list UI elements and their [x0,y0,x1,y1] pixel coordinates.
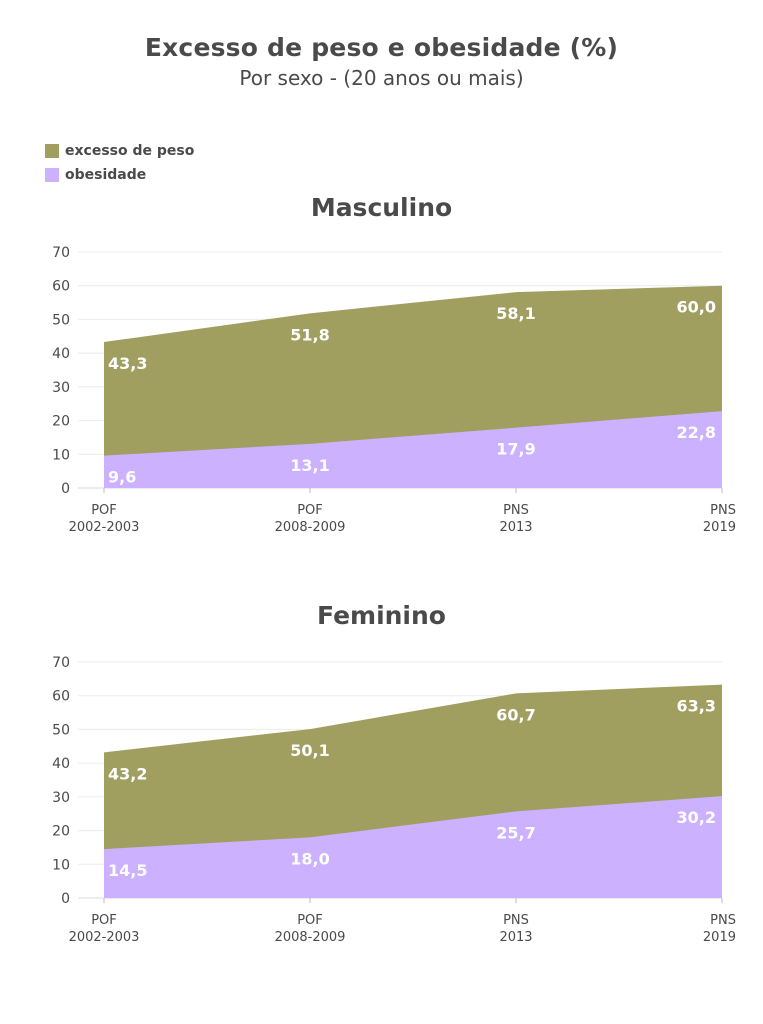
y-tick-label: 0 [61,481,70,497]
y-tick-label: 40 [52,756,70,772]
legend-item-obesidade: obesidade [45,163,194,187]
y-tick-label: 30 [52,790,70,806]
x-tick-label: 2013 [499,930,532,945]
y-tick-label: 30 [52,380,70,396]
data-label: 25,7 [496,823,535,842]
data-label: 43,2 [108,764,147,783]
x-tick-label: 2002-2003 [69,520,140,535]
panel-title-feminino: Feminino [317,601,446,630]
legend-label-excesso: excesso de peso [65,143,195,159]
chart-title: Excesso de peso e obesidade (%) [144,33,619,62]
y-tick-label: 10 [52,857,70,873]
x-tick-label: 2019 [703,930,736,945]
y-tick-label: 60 [52,689,70,705]
chart-svg-feminino: 0 10 20 30 40 50 60 70 43,2 50,1 60,7 63,3 14,5 18,0 2… [52,655,736,945]
chart-subtitle: Por sexo - (20 anos ou mais) [239,66,524,90]
data-label: 43,3 [108,354,147,373]
data-label: 9,6 [108,468,136,487]
x-tick-label: POF [91,503,117,518]
y-tick-label: 70 [52,655,70,671]
data-label: 17,9 [496,440,535,459]
legend: excesso de peso obesidade [45,139,194,187]
data-label: 63,3 [677,697,716,716]
x-tick-label: POF [297,913,323,928]
legend-item-excesso: excesso de peso [45,139,194,163]
area-obesidade-feminino [104,796,722,898]
chart-masculino: 0 10 20 30 40 50 60 70 43,3 51,8 58,1 60,0 9,6 13,1 17… [0,230,763,560]
y-tick-label: 70 [52,245,70,261]
y-tick-label: 50 [52,722,70,738]
data-label: 50,1 [290,741,329,760]
data-label: 22,8 [677,423,716,442]
area-obesidade-masculino [104,411,722,488]
x-tick-label: 2008-2009 [275,930,346,945]
y-tick-label: 20 [52,824,70,840]
legend-swatch-excesso [45,144,59,158]
x-tick-label: PNS [710,503,736,518]
x-tick-label: 2019 [703,520,736,535]
panel-title-masculino: Masculino [310,193,453,222]
chart-feminino: 0 10 20 30 40 50 60 70 43,2 50,1 60,7 63,3 14,5 18,0 2… [0,640,763,970]
x-tick-label: PNS [710,913,736,928]
data-label: 30,2 [677,808,716,827]
y-tick-label: 40 [52,346,70,362]
x-tick-label: 2008-2009 [275,520,346,535]
y-tick-label: 50 [52,312,70,328]
data-label: 60,7 [496,705,535,724]
data-label: 14,5 [108,861,147,880]
data-label: 51,8 [290,325,329,344]
x-tick-label: 2013 [499,520,532,535]
x-tick-label: POF [91,913,117,928]
data-label: 58,1 [496,304,535,323]
y-tick-label: 0 [61,891,70,907]
y-tick-label: 60 [52,279,70,295]
chart-svg-masculino: 0 10 20 30 40 50 60 70 43,3 51,8 58,1 60,0 9,6 13,1 17… [52,245,736,535]
data-label: 60,0 [677,298,716,317]
x-tick-label: POF [297,503,323,518]
legend-label-obesidade: obesidade [65,167,147,183]
data-label: 18,0 [290,849,329,868]
data-label: 13,1 [290,456,329,475]
y-tick-label: 10 [52,447,70,463]
x-tick-label: PNS [503,503,529,518]
y-tick-label: 20 [52,414,70,430]
x-tick-label: 2002-2003 [69,930,140,945]
x-tick-label: PNS [503,913,529,928]
legend-swatch-obesidade [45,168,59,182]
